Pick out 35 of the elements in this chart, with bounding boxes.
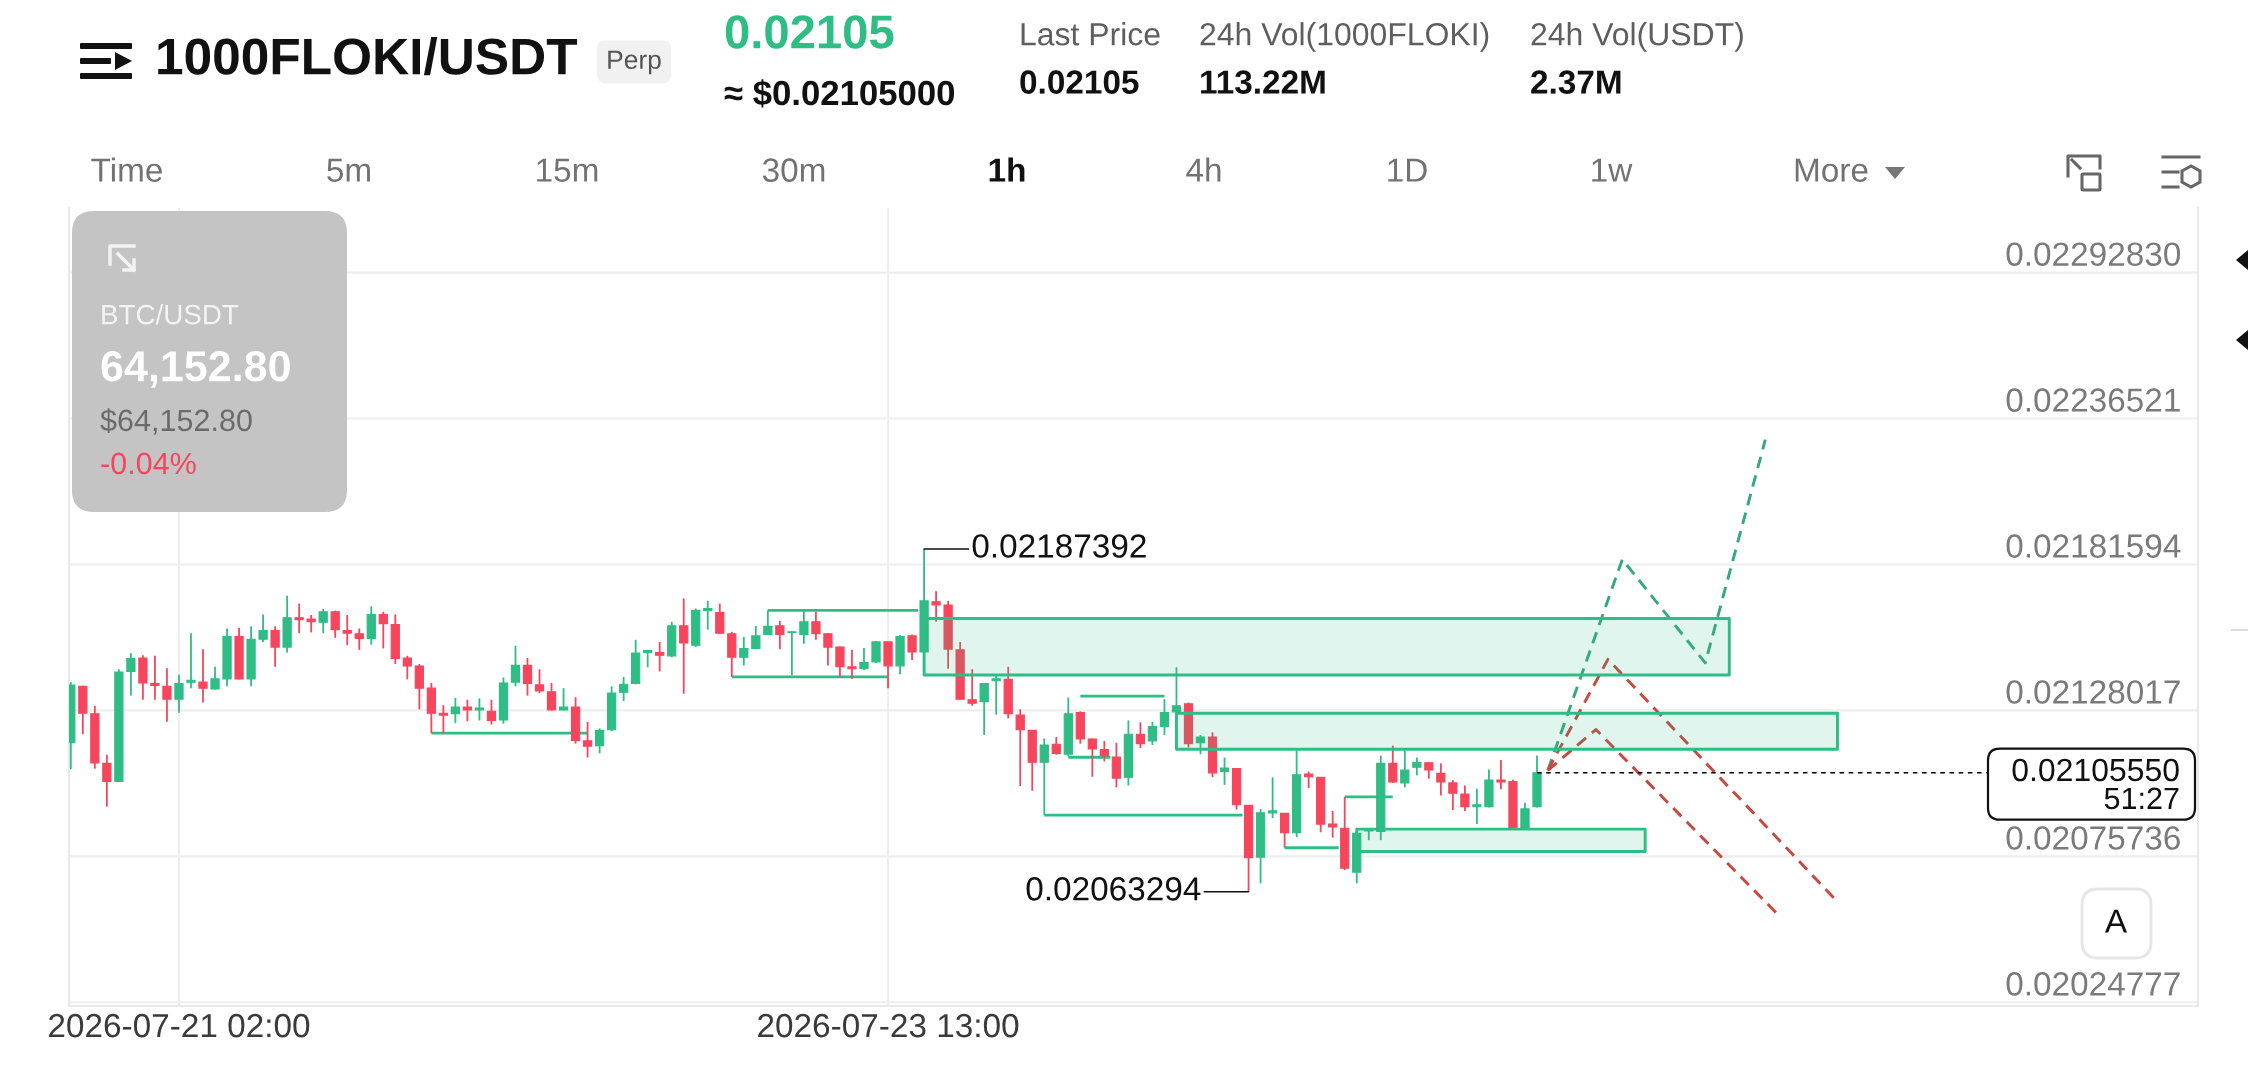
x-tick-label: 2026-07-21 02:00 bbox=[49, 1013, 310, 1038]
text: More bbox=[1795, 158, 1868, 182]
text: 24h Vol(USDT) bbox=[1531, 22, 1743, 52]
text: 1D bbox=[1388, 158, 1427, 182]
y-tick-label: 0.02128017 bbox=[2006, 680, 2180, 704]
annotation: 51:27 bbox=[2104, 787, 2179, 810]
text: 15m bbox=[537, 158, 598, 182]
annotation: -0.04% bbox=[101, 452, 196, 475]
text: 0.02105 bbox=[1020, 70, 1139, 94]
text: Last Price bbox=[1021, 22, 1160, 46]
ref-line-label: 0.02105550 bbox=[2012, 758, 2179, 782]
chart-title: 1000FLOKI/USDT bbox=[158, 37, 578, 76]
y-tick-label: 0.02236521 bbox=[2006, 388, 2180, 412]
text: Time bbox=[91, 157, 162, 182]
text: 24h Vol(1000FLOKI) bbox=[1200, 22, 1489, 52]
y-tick-label: 0.02075736 bbox=[2006, 826, 2180, 850]
annotation: $64,152.80 bbox=[100, 408, 252, 435]
y-tick-label: 0.02292830 bbox=[2006, 242, 2181, 266]
text: 0.02105 bbox=[725, 15, 894, 49]
text: 4h bbox=[1186, 157, 1221, 182]
text: 2.37M bbox=[1531, 70, 1621, 94]
y-tick-label: 0.02181594 bbox=[2006, 534, 2181, 558]
text: ≈ $0.02105000 bbox=[724, 79, 955, 108]
text: 1w bbox=[1592, 158, 1633, 182]
annotation: 0.02187392 bbox=[972, 534, 1146, 558]
x-tick-label: 2026-07-23 13:00 bbox=[758, 1013, 1019, 1038]
annotation: A bbox=[2104, 909, 2128, 933]
annotation: 64,152.80 bbox=[101, 351, 290, 388]
text: 5m bbox=[327, 158, 370, 182]
text: 1h bbox=[989, 157, 1025, 182]
text: 113.22M bbox=[1201, 70, 1325, 94]
text: Perp bbox=[608, 50, 661, 75]
annotation: 0.02063294 bbox=[1026, 877, 1201, 901]
y-tick-label: 0.02024777 bbox=[2006, 972, 2180, 996]
text: 30m bbox=[762, 158, 825, 182]
